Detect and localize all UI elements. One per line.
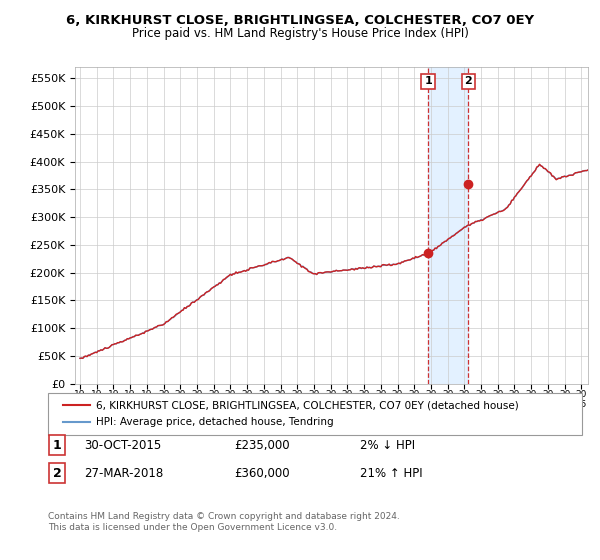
Text: 1: 1: [53, 438, 61, 452]
Text: 2: 2: [53, 466, 61, 480]
Text: 1: 1: [424, 76, 432, 86]
Text: Price paid vs. HM Land Registry's House Price Index (HPI): Price paid vs. HM Land Registry's House …: [131, 27, 469, 40]
Text: 21% ↑ HPI: 21% ↑ HPI: [360, 466, 422, 480]
Text: 30-OCT-2015: 30-OCT-2015: [84, 438, 161, 452]
Text: 6, KIRKHURST CLOSE, BRIGHTLINGSEA, COLCHESTER, CO7 0EY: 6, KIRKHURST CLOSE, BRIGHTLINGSEA, COLCH…: [66, 14, 534, 27]
Text: £360,000: £360,000: [234, 466, 290, 480]
Text: 2% ↓ HPI: 2% ↓ HPI: [360, 438, 415, 452]
Text: 6, KIRKHURST CLOSE, BRIGHTLINGSEA, COLCHESTER, CO7 0EY (detached house): 6, KIRKHURST CLOSE, BRIGHTLINGSEA, COLCH…: [96, 400, 519, 410]
Bar: [428, 67, 469, 384]
Text: 2: 2: [464, 76, 472, 86]
Text: Contains HM Land Registry data © Crown copyright and database right 2024.
This d: Contains HM Land Registry data © Crown c…: [48, 512, 400, 532]
Text: HPI: Average price, detached house, Tendring: HPI: Average price, detached house, Tend…: [96, 417, 334, 427]
Text: 27-MAR-2018: 27-MAR-2018: [84, 466, 163, 480]
Text: £235,000: £235,000: [234, 438, 290, 452]
